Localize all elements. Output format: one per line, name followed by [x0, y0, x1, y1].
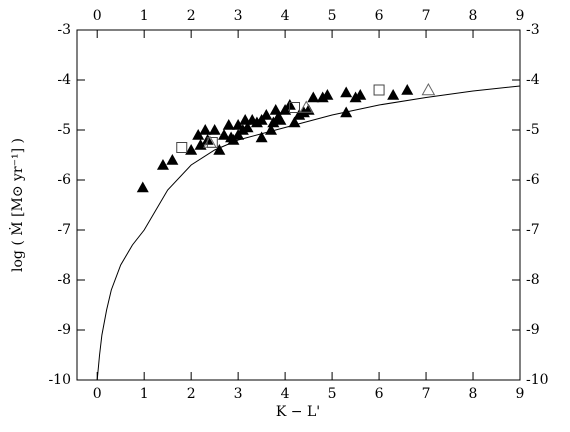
open-triangle [421, 82, 436, 96]
filled-triangle [260, 109, 273, 120]
open-square [373, 84, 385, 96]
filled-triangle [199, 124, 212, 135]
x-tick-label-top: 1 [140, 8, 149, 24]
filled-triangle [192, 129, 205, 140]
y-tick-label-right: -5 [526, 122, 540, 138]
filled-triangle [156, 159, 169, 170]
x-tick-label: 0 [93, 386, 102, 402]
y-tick-label-right: -10 [526, 372, 549, 388]
y-tick-label-right: -6 [526, 172, 540, 188]
y-tick-label-right: -9 [526, 322, 540, 338]
filled-triangle [166, 154, 179, 165]
filled-triangle [255, 131, 268, 143]
y-tick-label-right: -4 [526, 72, 540, 88]
x-tick-label: 2 [187, 386, 196, 402]
filled-triangle [387, 89, 400, 100]
x-tick-label-top: 4 [281, 8, 290, 24]
filled-triangle [401, 84, 414, 95]
x-tick-label-top: 8 [469, 8, 478, 24]
y-tick-label: -7 [57, 222, 71, 238]
x-tick-label-top: 5 [328, 8, 337, 24]
y-tick-label-right: -7 [526, 222, 540, 238]
x-axis-label: K − L' [276, 404, 320, 420]
open-square [289, 102, 301, 113]
x-tick-label: 1 [140, 386, 149, 402]
x-tick-label: 9 [516, 386, 525, 402]
filled-triangle [218, 129, 231, 140]
y-tick-label: -4 [57, 72, 71, 88]
filled-triangle [136, 181, 149, 193]
filled-triangle [340, 86, 353, 98]
filled-triangle [185, 144, 198, 155]
filled-triangle [222, 119, 235, 130]
open-triangle [203, 135, 217, 148]
x-tick-label: 6 [375, 386, 384, 402]
filled-triangle [274, 114, 287, 125]
x-tick-label: 4 [281, 386, 290, 402]
y-tick-label: -9 [57, 322, 71, 338]
open-square [176, 142, 188, 153]
x-tick-label-top: 9 [516, 8, 525, 24]
x-tick-label-top: 3 [234, 8, 243, 24]
y-tick-label-right: -3 [526, 22, 540, 38]
x-tick-label: 3 [234, 386, 243, 402]
y-tick-label: -5 [57, 122, 71, 138]
filled-triangle [241, 121, 254, 133]
filled-triangle [307, 91, 320, 103]
filled-triangle [354, 89, 367, 100]
x-tick-label: 8 [469, 386, 478, 402]
y-axis-label: log ( Ṁ [M⊙ yr⁻¹] ) [8, 138, 26, 272]
filled-triangle [269, 104, 282, 115]
open-triangle [299, 100, 314, 113]
x-tick-label: 5 [328, 386, 337, 402]
model-curve [96, 85, 521, 381]
x-tick-label-top: 2 [187, 8, 196, 24]
y-tick-label-right: -8 [526, 272, 540, 288]
x-tick-label-top: 6 [375, 8, 384, 24]
plot-frame [76, 29, 521, 381]
y-tick-label: -8 [57, 272, 71, 288]
x-tick-label: 7 [422, 386, 431, 402]
x-tick-label-top: 7 [422, 8, 431, 24]
filled-triangle [213, 144, 226, 155]
y-tick-label: -3 [57, 22, 71, 38]
x-tick-label-top: 0 [93, 8, 102, 24]
filled-triangle [321, 89, 334, 100]
y-tick-label: -6 [57, 172, 71, 188]
filled-triangle [208, 124, 221, 135]
y-tick-label: -10 [48, 372, 71, 388]
